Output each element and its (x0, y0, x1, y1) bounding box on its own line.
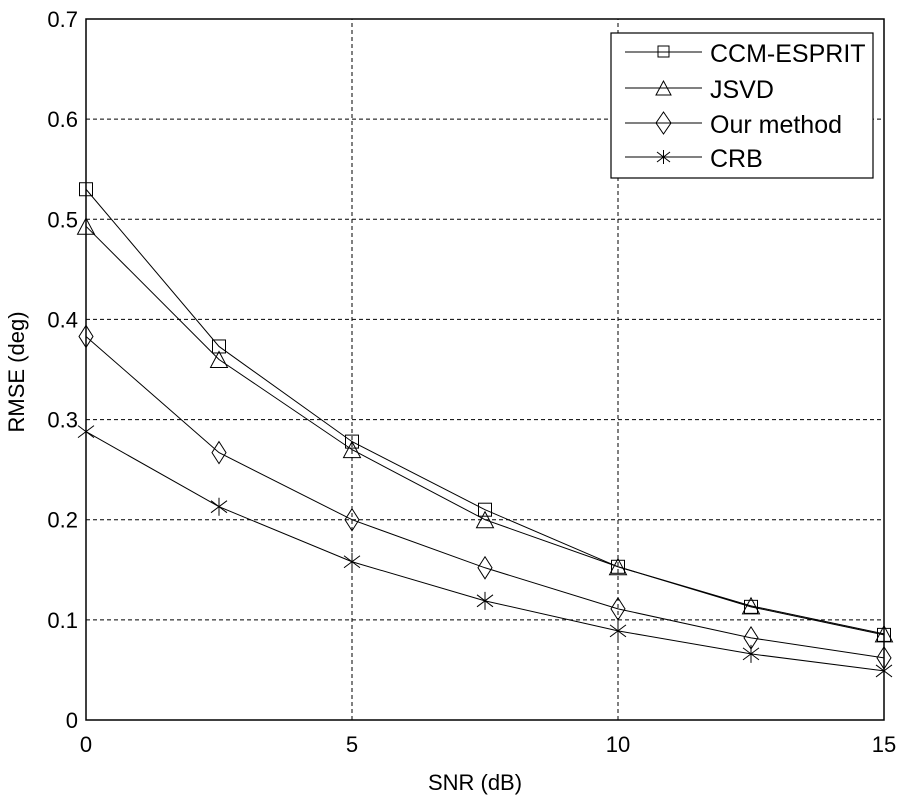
legend-label: CCM-ESPRIT (710, 40, 866, 68)
diamond-marker-icon (78, 324, 94, 349)
diamond-marker-icon (477, 555, 493, 580)
series-jsvd (76, 217, 894, 643)
triangle-marker-icon (741, 596, 761, 615)
square-marker-icon (345, 434, 359, 449)
series-our-method (78, 324, 892, 670)
x-tick-label: 5 (346, 732, 358, 757)
y-tick-label: 0.3 (47, 408, 78, 433)
square-marker-icon (79, 182, 93, 197)
asterisk-marker-icon (343, 552, 361, 571)
series-ccm-esprit (79, 182, 891, 642)
diamond-marker-icon (211, 440, 227, 465)
series-crb (77, 422, 893, 680)
legend-box (610, 32, 874, 179)
legend-label: JSVD (710, 76, 774, 104)
y-tick-label: 0.6 (47, 107, 78, 132)
diamond-marker-icon (610, 596, 626, 621)
asterisk-marker-icon (656, 150, 671, 164)
y-tick-label: 0 (66, 708, 78, 733)
asterisk-marker-icon (476, 591, 494, 610)
diamond-marker-icon (344, 507, 360, 532)
y-tick-label: 0.5 (47, 207, 78, 232)
asterisk-marker-icon (609, 621, 627, 640)
y-axis-label: RMSE (deg) (4, 311, 29, 432)
legend-item-our-method: Our method (625, 111, 842, 139)
triangle-marker-icon (655, 79, 672, 96)
triangle-marker-icon (76, 217, 96, 235)
asterisk-marker-icon (77, 422, 95, 441)
legend-item-crb: CRB (625, 145, 763, 173)
diamond-marker-icon (655, 111, 672, 135)
triangle-marker-icon (209, 350, 229, 368)
y-tick-label: 0.1 (47, 608, 78, 633)
x-axis-label: SNR (dB) (428, 770, 522, 795)
legend-label: CRB (710, 145, 763, 173)
y-tick-label: 0.7 (47, 7, 78, 32)
square-marker-icon (212, 339, 226, 354)
x-tick-label: 15 (872, 732, 896, 757)
axis-ticks: 0 0.1 0.2 0.3 0.4 0.5 0.6 0.7 0 5 10 15 (47, 7, 896, 757)
plot-frame (85, 18, 885, 721)
x-tick-label: 10 (606, 732, 630, 757)
square-marker-icon (611, 559, 625, 574)
legend-item-ccm-esprit: CCM-ESPRIT (625, 40, 866, 68)
legend-label: Our method (710, 111, 842, 139)
square-marker-icon (478, 502, 492, 517)
asterisk-marker-icon (210, 497, 228, 516)
asterisk-marker-icon (875, 661, 893, 680)
data-series (76, 182, 894, 680)
triangle-marker-icon (342, 440, 362, 459)
asterisk-marker-icon (742, 644, 760, 663)
y-tick-label: 0.2 (47, 508, 78, 533)
grid-lines (86, 19, 884, 720)
triangle-marker-icon (608, 557, 628, 576)
triangle-marker-icon (874, 624, 894, 643)
legend: CCM-ESPRIT JSVD Our method CRB (610, 32, 874, 179)
legend-item-jsvd: JSVD (625, 76, 774, 104)
square-marker-icon (657, 45, 670, 58)
x-tick-label: 0 (80, 732, 92, 757)
triangle-marker-icon (475, 510, 495, 529)
y-tick-label: 0.4 (47, 307, 78, 332)
